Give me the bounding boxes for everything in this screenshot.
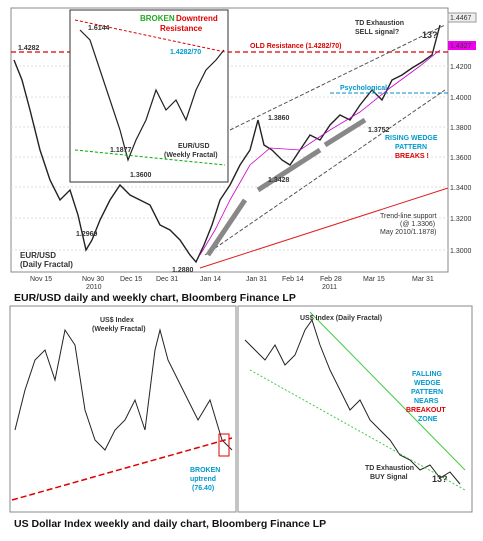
date-label: Feb 14 — [282, 276, 304, 283]
annotation: PATTERN — [411, 389, 443, 396]
date-label: 2011 — [322, 284, 337, 291]
axis-label: 1.3000 — [450, 248, 472, 255]
annotation: US$ Index — [100, 317, 134, 324]
annotation: TD Exhaustion — [355, 20, 404, 27]
annotation: BROKEN — [140, 14, 175, 23]
level: 1.3752 — [368, 127, 390, 134]
level: 1.3860 — [268, 115, 290, 122]
inset-price — [79, 29, 225, 162]
annotation: (Weekly Fractal) — [92, 326, 146, 333]
level: 1.4282 — [18, 45, 40, 52]
caption: EUR/USD daily and weekly chart, Bloomber… — [14, 292, 296, 304]
annotation: (@ 1.3306) — [400, 221, 435, 228]
annotation: uptrend — [190, 476, 216, 483]
axis-label: 1.4327 — [450, 43, 472, 50]
annotation: BREAKOUT — [406, 407, 446, 414]
annotation: EUR/USD — [178, 143, 210, 150]
axis-label: 1.3600 — [450, 155, 472, 162]
level: 1.2969 — [76, 231, 98, 238]
axis-label: 1.4000 — [450, 95, 472, 102]
annotation: FALLING — [412, 371, 442, 378]
date-label: 2010 — [86, 284, 102, 291]
axis-label: 1.3200 — [450, 216, 472, 223]
y-axis: 1.4467 1.4327 1.4200 1.4000 1.3800 1.360… — [450, 15, 472, 255]
annotation: (Daily Fractal) — [20, 260, 73, 269]
moving-average — [199, 49, 441, 256]
right-price — [244, 318, 461, 485]
annotation: SELL signal? — [355, 29, 399, 36]
annotation: RISING WEDGE — [385, 135, 438, 142]
annotation: 13? — [432, 474, 448, 484]
date-label: Feb 28 — [320, 276, 342, 283]
level: 1.2880 — [172, 267, 194, 274]
wedge-upper — [229, 24, 446, 131]
date-label: Dec 15 — [120, 276, 142, 283]
annotation: Downtrend — [176, 14, 218, 23]
caption: US Dollar Index weekly and daily chart, … — [14, 518, 326, 530]
annotation: Resistance — [160, 24, 203, 33]
annotation: BUY Signal — [370, 474, 408, 481]
right-frame — [237, 305, 473, 513]
left-price — [14, 328, 233, 451]
level: 1.6144 — [88, 25, 110, 32]
level: 1.3600 — [130, 172, 152, 179]
last-price-box — [447, 12, 477, 23]
date-label: Nov 15 — [30, 276, 52, 283]
axis-label: 1.3400 — [450, 185, 472, 192]
annotation: BROKEN — [190, 467, 220, 474]
highlight — [218, 433, 230, 457]
annotation: (76.40) — [192, 485, 214, 492]
axis-label: 1.4200 — [450, 64, 472, 71]
level: 1.1877 — [110, 147, 132, 154]
price-line — [13, 24, 441, 264]
annotation: Psychological — [340, 85, 387, 92]
annotation: WEDGE — [414, 380, 441, 387]
date-label: Mar 31 — [412, 276, 434, 283]
annotation: 13? — [422, 30, 438, 40]
left-frame — [9, 305, 237, 513]
annotation: May 2010/1.1878) — [380, 229, 436, 236]
annotation: PATTERN — [395, 144, 427, 151]
axis-label: 1.3800 — [450, 125, 472, 132]
annotation: NEARS — [414, 398, 439, 405]
date-label: Dec 31 — [156, 276, 178, 283]
inset-downtrend — [74, 19, 226, 53]
arrow — [323, 117, 367, 148]
trend-line — [199, 187, 449, 269]
inset-support — [74, 149, 226, 166]
wedge-lower — [249, 369, 466, 491]
x-axis: Nov 15 Nov 30 2010 Dec 15 Dec 31 Jan 14 … — [30, 276, 434, 291]
annotation: Trend-line support — [380, 213, 437, 220]
date-label: Nov 30 — [82, 276, 104, 283]
ma-box — [448, 41, 476, 50]
date-label: Mar 15 — [363, 276, 385, 283]
annotation: BREAKS ! — [395, 153, 429, 160]
annotation: TD Exhaustion — [365, 465, 414, 472]
wedge-lower — [204, 89, 446, 256]
date-label: Jan 31 — [246, 276, 267, 283]
annotation: EUR/USD — [20, 251, 56, 260]
annotation: US$ Index (Daily Fractal) — [300, 315, 382, 322]
date-label: Jan 14 — [200, 276, 221, 283]
annotation: (Weekly Fractal) — [164, 152, 218, 159]
arrow — [205, 198, 248, 257]
annotation: ZONE — [418, 416, 438, 423]
uptrend-line — [11, 437, 233, 501]
axis-label: 1.4467 — [450, 15, 472, 22]
level: 1.3428 — [268, 177, 290, 184]
level: 1.4282/70 — [170, 49, 201, 56]
inset-frame — [69, 9, 229, 183]
annotation: OLD Resistance (1.4282/70) — [250, 43, 341, 50]
arrow — [256, 147, 322, 193]
wedge-upper — [309, 311, 466, 471]
